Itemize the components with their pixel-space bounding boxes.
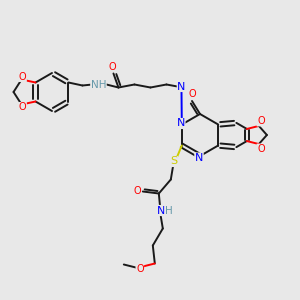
Text: O: O (109, 61, 116, 71)
Text: N: N (195, 153, 203, 163)
Text: N: N (177, 118, 185, 128)
Text: O: O (188, 89, 196, 99)
Text: O: O (133, 185, 141, 196)
Text: NH: NH (91, 80, 106, 89)
Text: O: O (19, 71, 26, 82)
Text: O: O (257, 116, 265, 126)
Text: S: S (170, 157, 177, 166)
Text: O: O (136, 263, 144, 274)
Text: H: H (165, 206, 173, 217)
Text: O: O (257, 144, 265, 154)
Text: N: N (157, 206, 165, 215)
Text: O: O (19, 103, 26, 112)
Text: N: N (177, 82, 186, 92)
